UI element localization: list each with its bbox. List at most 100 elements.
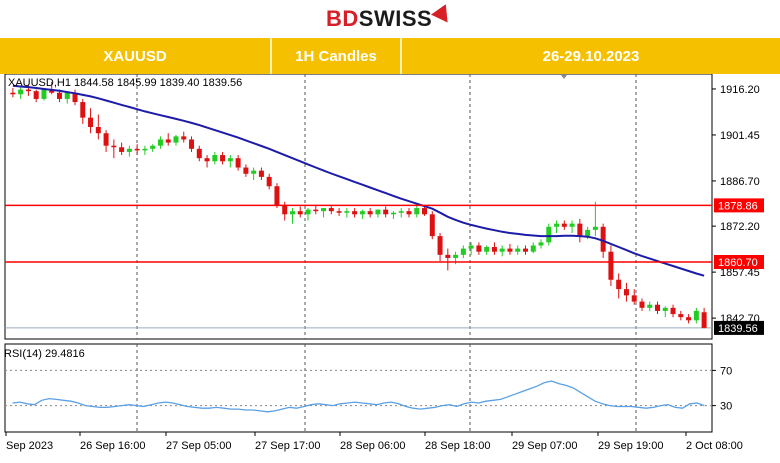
candle-body bbox=[476, 245, 482, 252]
candle-body bbox=[344, 211, 350, 213]
x-tick-label: Sep 2023 bbox=[6, 440, 53, 452]
candle-body bbox=[367, 211, 373, 215]
header-divider bbox=[270, 38, 272, 74]
candle-body bbox=[289, 211, 295, 215]
y-tick-label: 1872.20 bbox=[720, 221, 760, 233]
candle-body bbox=[600, 226, 606, 252]
candle-body bbox=[375, 209, 381, 215]
candle-body bbox=[204, 158, 210, 162]
main-chart-pane: 1916.201901.451886.701872.201857.451842.… bbox=[4, 74, 764, 340]
candle-body bbox=[670, 307, 676, 315]
candle-body bbox=[631, 295, 637, 302]
candle-body bbox=[499, 248, 505, 252]
candle-body bbox=[453, 254, 459, 258]
candle-body bbox=[701, 312, 707, 328]
candle-body bbox=[484, 247, 490, 252]
candle-body bbox=[414, 208, 420, 215]
candle-body bbox=[80, 102, 86, 118]
candle-body bbox=[522, 248, 528, 252]
rsi-line bbox=[12, 380, 705, 413]
candle-body bbox=[406, 211, 412, 215]
level-price-tag bbox=[714, 254, 764, 269]
candle-body bbox=[538, 242, 544, 246]
candle-body bbox=[655, 304, 661, 311]
x-tick-label: 29 Sep 19:00 bbox=[598, 440, 663, 452]
candle-body bbox=[95, 127, 101, 134]
candle-body bbox=[460, 248, 466, 255]
rsi-level-label: 30 bbox=[720, 401, 732, 413]
candle-body bbox=[297, 211, 303, 215]
rsi-label: RSI(14) 29.4816 bbox=[4, 348, 85, 360]
candle-body bbox=[359, 211, 365, 215]
candle-body bbox=[647, 304, 653, 308]
candle-body bbox=[693, 310, 699, 321]
candle-body bbox=[134, 148, 140, 151]
x-tick-label: 27 Sep 17:00 bbox=[255, 440, 320, 452]
scroll-marker-icon bbox=[561, 75, 567, 79]
logo-swiss: SWISS bbox=[358, 6, 433, 31]
candle-body bbox=[437, 236, 443, 255]
timeframe-label: 1H Candles bbox=[295, 47, 377, 65]
level-price-tag bbox=[714, 198, 764, 213]
candle-body bbox=[515, 248, 521, 252]
y-tick-label: 1886.70 bbox=[720, 176, 760, 188]
rsi-level-label: 70 bbox=[720, 365, 732, 377]
candle-body bbox=[616, 279, 622, 290]
candle-body bbox=[592, 226, 598, 230]
logo-bd: BD bbox=[326, 6, 359, 31]
candle-body bbox=[608, 251, 614, 280]
candle-body bbox=[274, 186, 280, 205]
candle-body bbox=[10, 92, 16, 95]
level-price-label: 1878.86 bbox=[718, 200, 758, 212]
candle-body bbox=[165, 139, 171, 143]
candle-body bbox=[390, 212, 396, 215]
candle-body bbox=[530, 245, 536, 252]
candle-body bbox=[56, 92, 62, 99]
header-divider bbox=[400, 38, 402, 74]
y-tick-label: 1857.45 bbox=[720, 267, 760, 279]
candle-body bbox=[422, 208, 428, 215]
bdswiss-logo: BDSWISS bbox=[326, 6, 432, 32]
symbol-label: XAUUSD bbox=[103, 47, 167, 65]
candle-body bbox=[243, 167, 249, 174]
main-frame bbox=[4, 74, 713, 340]
date-range-label: 26-29.10.2023 bbox=[542, 47, 640, 65]
candle-body bbox=[678, 314, 684, 318]
candle-body bbox=[585, 229, 591, 237]
candle-body bbox=[33, 91, 39, 99]
candle-body bbox=[88, 117, 94, 127]
moving-average-line bbox=[12, 84, 705, 277]
candle-body bbox=[196, 148, 202, 159]
time-axis: Sep 2023 26 Sep 16:00 27 Sep 05:00 27 Sep 1… bbox=[5, 432, 743, 452]
candle-body bbox=[126, 148, 132, 152]
candle-body bbox=[25, 89, 31, 92]
candle-body bbox=[383, 209, 389, 215]
candle-body bbox=[189, 139, 195, 149]
rsi-pane: 70 30 RSI(14) 29.4816 bbox=[4, 343, 732, 433]
x-tick-label: 27 Sep 05:00 bbox=[166, 440, 231, 452]
logo-arrow-icon bbox=[431, 4, 455, 28]
candle-body bbox=[157, 139, 163, 146]
candle-body bbox=[235, 158, 241, 168]
candle-body bbox=[577, 223, 583, 237]
x-tick-label: 28 Sep 18:00 bbox=[425, 440, 490, 452]
candle-body bbox=[321, 208, 327, 212]
level-price-label: 1860.70 bbox=[718, 257, 758, 269]
candle-body bbox=[569, 223, 575, 227]
candle-body bbox=[313, 209, 319, 212]
candle-body bbox=[41, 89, 47, 99]
price-chart: 1916.201901.451886.701872.201857.451842.… bbox=[4, 74, 764, 452]
candle-body bbox=[352, 211, 358, 215]
candle-body bbox=[507, 248, 513, 252]
candle-body bbox=[468, 245, 474, 249]
y-tick-label: 1901.45 bbox=[720, 130, 760, 142]
y-tick-label: 1916.20 bbox=[720, 84, 760, 96]
last-price-label: 1839.56 bbox=[718, 323, 758, 335]
candle-body bbox=[445, 254, 451, 258]
candle-body bbox=[686, 317, 692, 321]
candle-body bbox=[491, 247, 497, 252]
candle-body bbox=[119, 147, 125, 152]
candle-body bbox=[328, 208, 334, 212]
candle-body bbox=[623, 289, 629, 296]
candle-body bbox=[336, 211, 342, 213]
